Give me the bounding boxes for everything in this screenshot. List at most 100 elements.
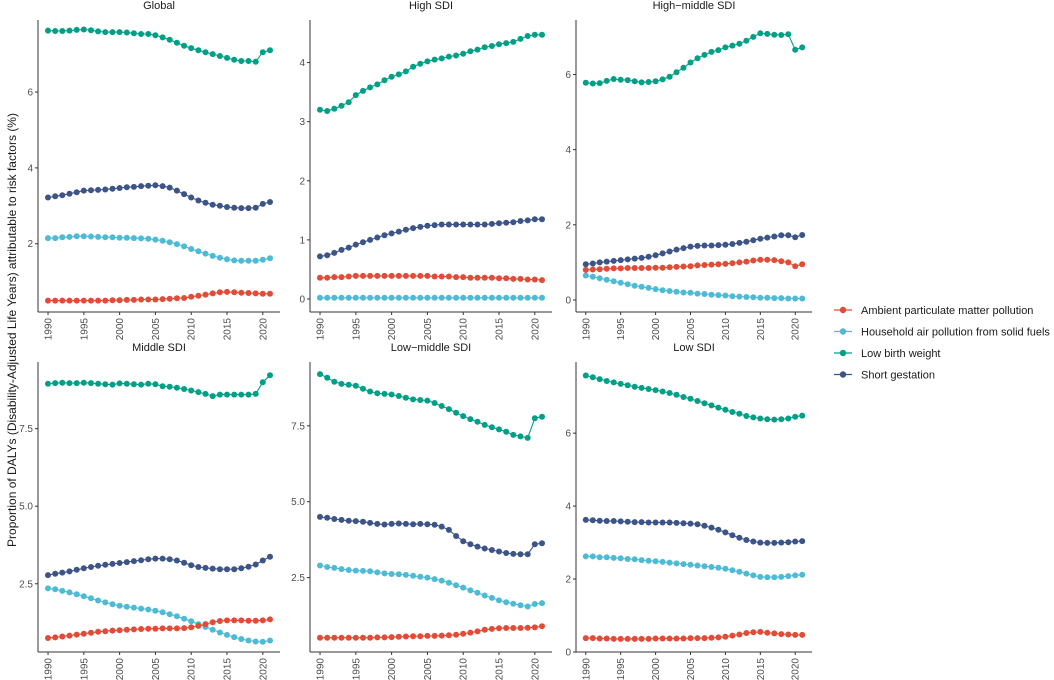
data-point: [388, 571, 395, 577]
x-tick-label: 1990: [44, 318, 55, 341]
data-point: [785, 631, 792, 638]
data-point: [252, 257, 259, 264]
data-point: [102, 186, 109, 193]
data-point: [539, 277, 545, 284]
data-point: [680, 263, 687, 270]
x-tick-label: 1990: [316, 658, 327, 680]
data-point: [324, 252, 331, 259]
data-point: [743, 258, 750, 265]
data-point: [757, 573, 764, 580]
series-line: [585, 32, 803, 85]
x-tick-label: 2010: [721, 658, 732, 680]
data-point: [95, 628, 102, 635]
data-point: [582, 266, 589, 273]
series-line: [47, 556, 271, 576]
series-line: [585, 274, 803, 300]
series-ambient-particulate-matter-pollution: [582, 628, 806, 642]
data-point: [694, 262, 701, 269]
data-point: [481, 44, 488, 51]
data-point: [95, 297, 102, 304]
panel-5: Low SDI 0 2 4 6 1990 1995 2000 2005 2010 2015 2020: [565, 342, 812, 680]
data-point: [338, 294, 345, 301]
data-point: [694, 635, 701, 642]
data-point: [130, 30, 137, 37]
panel-1: High SDI 0 1 2 3 4 1990 1995 2000 2005 2010 2015 202…: [299, 0, 552, 340]
data-point: [631, 556, 638, 563]
data-point: [395, 520, 402, 527]
data-point: [750, 33, 757, 40]
data-point: [736, 410, 743, 417]
data-point: [792, 234, 799, 241]
data-point: [496, 220, 502, 227]
data-point: [188, 194, 195, 201]
x-tick-label: 2005: [423, 318, 434, 341]
data-point: [381, 294, 388, 301]
x-tick-label: 2015: [756, 658, 767, 680]
x-tick-label: 2000: [387, 658, 398, 680]
data-point: [701, 291, 708, 297]
data-point: [259, 557, 266, 564]
data-point: [102, 628, 109, 635]
data-point: [159, 237, 166, 244]
data-point: [771, 295, 778, 302]
data-point: [757, 415, 764, 422]
data-point: [109, 185, 116, 192]
data-point: [596, 376, 603, 383]
series-short-gestation: [582, 232, 806, 268]
data-point: [145, 380, 152, 387]
data-point: [764, 294, 771, 301]
data-point: [95, 380, 102, 387]
data-point: [539, 600, 545, 607]
data-point: [374, 390, 381, 397]
data-point: [116, 602, 123, 609]
x-tick-label: 2000: [115, 658, 126, 680]
data-point: [80, 593, 87, 600]
data-point: [750, 629, 757, 636]
data-point: [202, 291, 209, 298]
data-point: [778, 631, 785, 638]
data-point: [757, 294, 764, 301]
data-point: [715, 634, 722, 641]
data-point: [736, 631, 743, 638]
data-point: [617, 257, 624, 264]
data-point: [224, 617, 230, 624]
panel-title: Low−middle SDI: [391, 342, 471, 354]
data-point: [638, 254, 645, 261]
data-point: [238, 391, 245, 398]
data-point: [331, 378, 338, 385]
series-household-air-pollution-from-solid-fuels: [317, 294, 545, 301]
data-point: [467, 629, 474, 636]
data-point: [503, 219, 510, 226]
data-point: [195, 389, 202, 396]
data-point: [402, 571, 409, 578]
data-point: [488, 594, 495, 601]
data-point: [539, 540, 545, 547]
data-point: [224, 54, 230, 61]
data-point: [159, 34, 166, 41]
data-point: [130, 604, 137, 611]
data-point: [116, 627, 123, 634]
data-point: [645, 79, 652, 85]
panel-2: High−middle SDI 0 2 4 6 1990 1995 2000 2005 2010 2…: [565, 0, 812, 340]
data-point: [231, 391, 238, 398]
data-point: [130, 296, 137, 303]
data-point: [582, 516, 589, 523]
data-point: [510, 550, 517, 557]
data-point: [638, 519, 645, 526]
data-point: [238, 636, 245, 642]
data-point: [524, 434, 531, 441]
data-point: [453, 582, 460, 589]
data-point: [381, 521, 388, 528]
data-point: [701, 635, 708, 642]
data-point: [524, 276, 531, 283]
x-tick-label: 2005: [686, 658, 697, 680]
data-point: [531, 294, 538, 301]
data-point: [216, 289, 223, 296]
data-point: [510, 38, 517, 45]
data-point: [652, 264, 659, 271]
series-household-air-pollution-from-solid-fuels: [45, 233, 273, 264]
data-point: [764, 539, 771, 546]
data-point: [181, 615, 188, 622]
data-point: [324, 108, 331, 114]
series-household-air-pollution-from-solid-fuels: [45, 585, 273, 645]
